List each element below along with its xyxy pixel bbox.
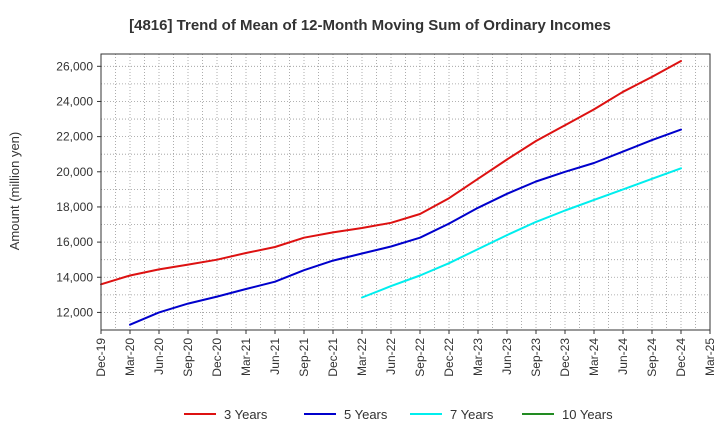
legend-label-10-years: 10 Years bbox=[562, 407, 613, 422]
chart-title: [4816] Trend of Mean of 12-Month Moving … bbox=[129, 17, 611, 34]
x-tick-label: Dec-19 bbox=[94, 338, 108, 377]
y-tick-label: 12,000 bbox=[56, 305, 93, 319]
series-line-7-years bbox=[361, 167, 682, 299]
x-tick-label: Mar-24 bbox=[587, 338, 601, 376]
series-line-5-years bbox=[129, 128, 682, 326]
y-tick-label: 18,000 bbox=[56, 200, 93, 214]
x-tick-label: Sep-22 bbox=[413, 338, 427, 377]
x-tick-label: Jun-23 bbox=[500, 338, 514, 375]
y-tick-label: 26,000 bbox=[56, 59, 93, 73]
x-tick-label: Sep-24 bbox=[645, 338, 659, 377]
y-tick-label: 20,000 bbox=[56, 165, 93, 179]
x-tick-label: Dec-24 bbox=[674, 338, 688, 377]
x-tick-label: Sep-23 bbox=[529, 338, 543, 377]
x-tick-label: Sep-21 bbox=[297, 338, 311, 377]
x-tick-label: Jun-24 bbox=[616, 338, 630, 375]
x-tick-label: Jun-20 bbox=[152, 338, 166, 375]
x-tick-label: Jun-21 bbox=[268, 338, 282, 375]
plot-frame bbox=[100, 53, 711, 331]
legend: 3 Years 5 Years 7 Years 10 Years bbox=[184, 407, 613, 422]
y-tick-label: 24,000 bbox=[56, 94, 93, 108]
x-tick-label: Dec-22 bbox=[442, 338, 456, 377]
x-tick-label: Mar-23 bbox=[471, 338, 485, 376]
x-tick-label: Dec-23 bbox=[558, 338, 572, 377]
x-tick-label: Jun-22 bbox=[384, 338, 398, 375]
x-tick-label: Mar-25 bbox=[703, 338, 717, 376]
x-tick-label: Sep-20 bbox=[181, 338, 195, 377]
series-line-3-years bbox=[100, 60, 682, 286]
x-tick-label: Dec-20 bbox=[210, 338, 224, 377]
x-tick-label: Mar-21 bbox=[239, 338, 253, 376]
y-tick-label: 14,000 bbox=[56, 270, 93, 284]
x-tick-label: Dec-21 bbox=[326, 338, 340, 377]
y-axis-ticks: 12,000 14,000 16,000 18,000 20,000 22,000 24,0… bbox=[56, 59, 101, 319]
y-axis-label: Amount (million yen) bbox=[7, 132, 22, 251]
series-layer bbox=[100, 60, 682, 326]
legend-label-5-years: 5 Years bbox=[344, 407, 388, 422]
legend-label-3-years: 3 Years bbox=[224, 407, 268, 422]
x-tick-label: Mar-20 bbox=[123, 338, 137, 376]
legend-label-7-years: 7 Years bbox=[450, 407, 494, 422]
x-tick-label: Mar-22 bbox=[355, 338, 369, 376]
x-axis-ticks: Dec-19 Mar-20 Jun-20 Sep-20 Dec-20 Mar-21 Jun-… bbox=[94, 330, 717, 377]
y-tick-label: 16,000 bbox=[56, 235, 93, 249]
y-tick-label: 22,000 bbox=[56, 130, 93, 144]
